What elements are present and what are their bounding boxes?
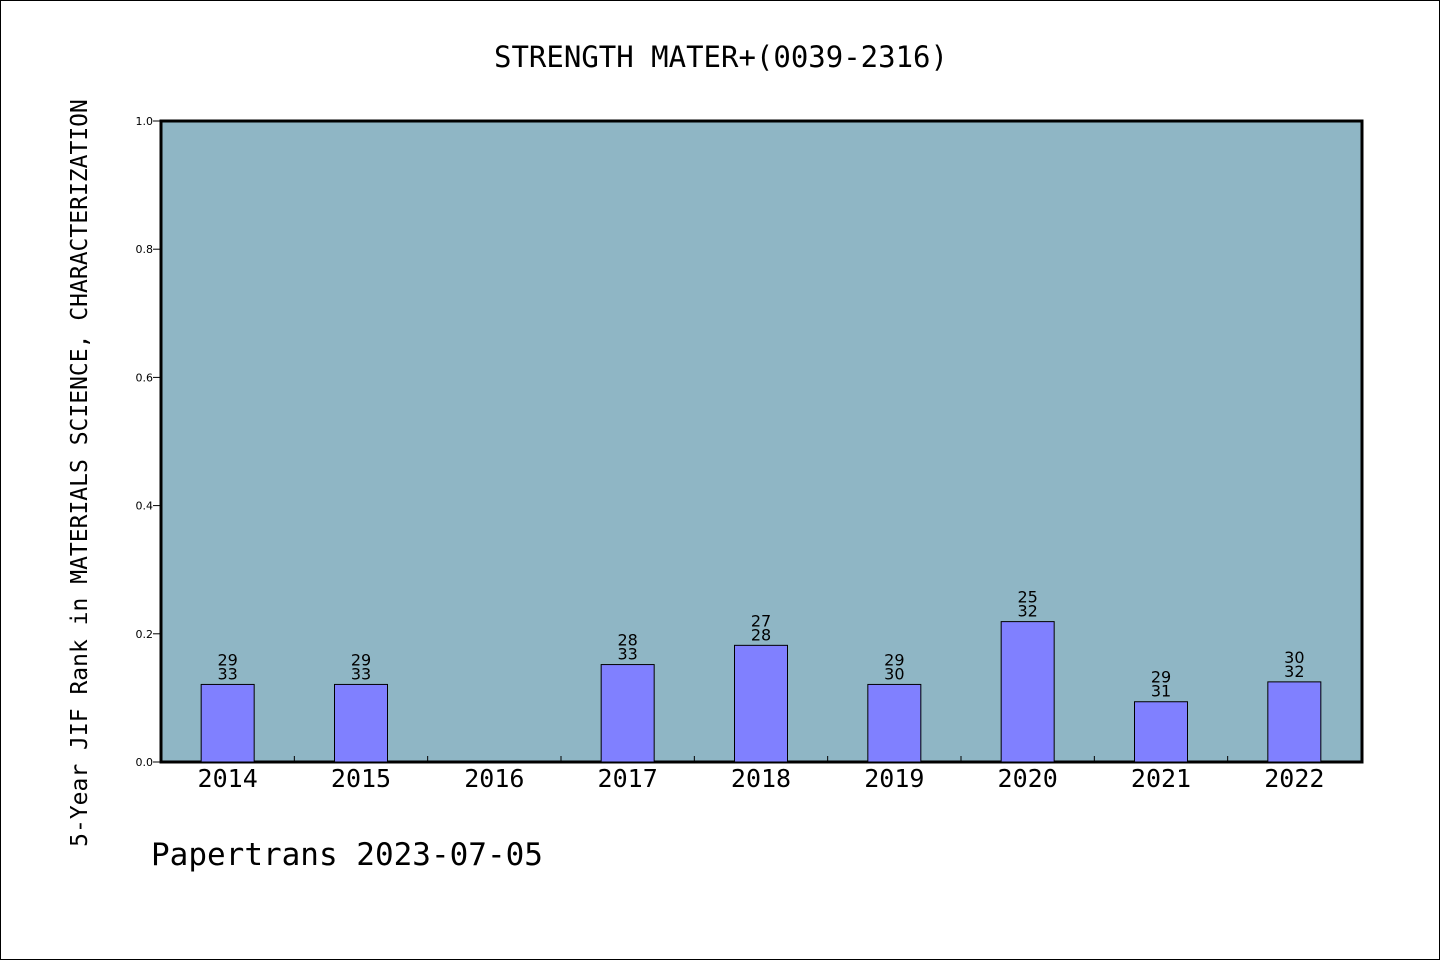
bar-label-rank: 29 — [351, 650, 371, 669]
y-tick-label: 0.8 — [136, 243, 154, 256]
y-tick-label: 0.4 — [136, 500, 154, 513]
x-tick-label: 2021 — [1131, 764, 1191, 793]
bar-2018 — [734, 644, 788, 763]
bar-label-rank: 28 — [617, 631, 637, 650]
bar-label-rank: 30 — [1284, 648, 1304, 667]
bar-label-rank: 29 — [217, 650, 237, 669]
y-tick-label: 0.2 — [136, 628, 154, 641]
chart-title: STRENGTH MATER+(0039-2316) — [494, 40, 948, 74]
y-tick-label: 1.0 — [136, 115, 154, 128]
x-tick-label: 2017 — [598, 764, 658, 793]
x-tick-label: 2022 — [1264, 764, 1324, 793]
x-tick-label: 2014 — [198, 764, 258, 793]
footer-text: Papertrans 2023-07-05 — [151, 837, 543, 873]
bar-2014 — [200, 683, 255, 763]
x-tick-label: 2020 — [998, 764, 1058, 793]
bar-2021 — [1134, 701, 1188, 763]
bar-label-total: 31 — [1151, 682, 1171, 701]
bar-label-rank: 25 — [1017, 588, 1037, 607]
y-tick-label: 0.0 — [136, 756, 154, 769]
bar-2017 — [600, 664, 655, 763]
bar-label-rank: 27 — [751, 611, 771, 630]
y-tick-label: 0.6 — [136, 371, 154, 384]
x-tick-label: 2018 — [731, 764, 791, 793]
x-tick-label: 2019 — [864, 764, 924, 793]
bar-2022 — [1267, 681, 1322, 763]
bar-2015 — [334, 683, 388, 763]
y-axis-ticks: 0.0 0.2 0.4 0.6 0.8 1.0 — [136, 115, 161, 769]
x-tick-label: 2016 — [464, 764, 524, 793]
bar-label-total: 32 — [1284, 662, 1304, 681]
x-axis-ticks: 2014 2015 2016 2017 2018 2019 2020 2021 2022 — [198, 756, 1324, 793]
bar-label-rank: 29 — [1151, 668, 1171, 687]
bar-2019 — [867, 683, 922, 763]
bar-label-total: 33 — [217, 664, 237, 683]
x-tick-label: 2015 — [331, 764, 391, 793]
bar-label-total: 33 — [617, 645, 637, 664]
bar-label-total: 28 — [751, 625, 771, 644]
bar-label-total: 32 — [1017, 602, 1037, 621]
bar-2020 — [1000, 621, 1055, 763]
y-axis-label: 5-Year JIF Rank in MATERIALS SCIENCE, CH… — [67, 99, 93, 847]
bar-label-total: 30 — [884, 664, 904, 683]
bars-group — [200, 621, 1322, 763]
bar-label-rank: 29 — [884, 650, 904, 669]
bar-label-total: 33 — [351, 664, 371, 683]
